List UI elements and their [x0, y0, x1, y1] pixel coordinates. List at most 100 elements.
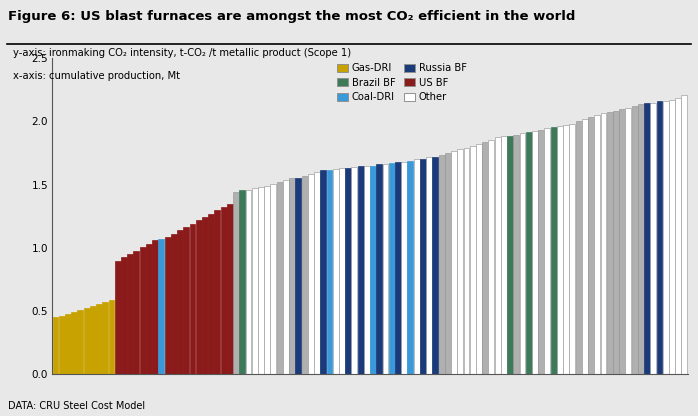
Bar	[84, 308, 89, 374]
Text: DATA: CRU Steel Cost Model: DATA: CRU Steel Cost Model	[8, 401, 145, 411]
Bar	[65, 314, 71, 374]
Bar	[77, 310, 83, 374]
Bar	[339, 168, 345, 374]
Bar	[570, 124, 575, 374]
Bar	[457, 149, 463, 374]
Text: x-axis: cumulative production, Mt: x-axis: cumulative production, Mt	[13, 71, 179, 81]
Bar	[171, 234, 177, 374]
Bar	[389, 163, 394, 374]
Bar	[258, 187, 264, 374]
Bar	[376, 164, 383, 374]
Bar	[594, 115, 600, 374]
Bar	[114, 260, 121, 374]
Bar	[563, 124, 569, 374]
Bar	[588, 117, 594, 374]
Bar	[308, 174, 313, 374]
Bar	[551, 126, 556, 374]
Bar	[451, 151, 457, 374]
Bar	[408, 161, 413, 374]
Bar	[202, 217, 208, 374]
Bar	[445, 153, 451, 374]
Bar	[657, 101, 662, 374]
Bar	[265, 186, 270, 374]
Bar	[644, 103, 650, 374]
Bar	[638, 104, 644, 374]
Bar	[463, 148, 470, 374]
Bar	[283, 180, 289, 374]
Bar	[289, 178, 295, 374]
Bar	[582, 119, 588, 374]
Bar	[208, 214, 214, 374]
Bar	[52, 317, 59, 374]
Bar	[532, 131, 538, 374]
Bar	[625, 108, 631, 374]
Bar	[96, 304, 102, 374]
Bar	[370, 166, 376, 374]
Bar	[103, 302, 108, 374]
Bar	[401, 162, 407, 374]
Bar	[470, 146, 475, 374]
Bar	[526, 131, 532, 374]
Bar	[121, 257, 127, 374]
Bar	[333, 169, 339, 374]
Bar	[613, 111, 619, 374]
Bar	[314, 172, 320, 374]
Bar	[140, 247, 146, 374]
Bar	[501, 136, 507, 374]
Bar	[607, 112, 613, 374]
Bar	[538, 130, 544, 374]
Bar	[221, 207, 227, 374]
Bar	[351, 167, 357, 374]
Bar	[109, 300, 114, 374]
Bar	[420, 159, 426, 374]
Bar	[158, 239, 164, 374]
Bar	[632, 106, 637, 374]
Bar	[127, 254, 133, 374]
Bar	[59, 316, 65, 374]
Bar	[177, 230, 183, 374]
Bar	[233, 192, 239, 374]
Bar	[414, 159, 419, 374]
Bar	[681, 95, 688, 374]
Bar	[651, 103, 656, 374]
Bar	[357, 166, 364, 374]
Text: Figure 6: US blast furnaces are amongst the most CO₂ efficient in the world: Figure 6: US blast furnaces are amongst …	[8, 10, 576, 23]
Bar	[600, 113, 607, 374]
Bar	[507, 136, 513, 374]
Legend: Gas-DRI, Brazil BF, Coal-DRI, Russia BF, US BF, Other: Gas-DRI, Brazil BF, Coal-DRI, Russia BF,…	[337, 63, 466, 102]
Bar	[663, 101, 669, 374]
Bar	[513, 135, 519, 374]
Bar	[482, 141, 488, 374]
Bar	[395, 162, 401, 374]
Bar	[152, 240, 158, 374]
Bar	[495, 137, 500, 374]
Bar	[675, 98, 681, 374]
Bar	[576, 121, 581, 374]
Bar	[295, 178, 302, 374]
Bar	[669, 100, 675, 374]
Bar	[383, 164, 389, 374]
Bar	[214, 210, 221, 374]
Bar	[364, 166, 370, 374]
Bar	[246, 190, 251, 374]
Bar	[239, 191, 245, 374]
Text: y-axis: ironmaking CO₂ intensity, t-CO₂ /t metallic product (Scope 1): y-axis: ironmaking CO₂ intensity, t-CO₂ …	[13, 48, 350, 58]
Bar	[227, 204, 233, 374]
Bar	[346, 168, 351, 374]
Bar	[476, 144, 482, 374]
Bar	[438, 155, 445, 374]
Bar	[432, 157, 438, 374]
Bar	[544, 128, 551, 374]
Bar	[276, 182, 283, 374]
Bar	[165, 237, 170, 374]
Bar	[184, 227, 189, 374]
Bar	[557, 126, 563, 374]
Bar	[133, 250, 140, 374]
Bar	[327, 170, 332, 374]
Bar	[71, 312, 77, 374]
Bar	[519, 133, 526, 374]
Bar	[619, 109, 625, 374]
Bar	[189, 224, 195, 374]
Bar	[146, 244, 152, 374]
Bar	[302, 176, 308, 374]
